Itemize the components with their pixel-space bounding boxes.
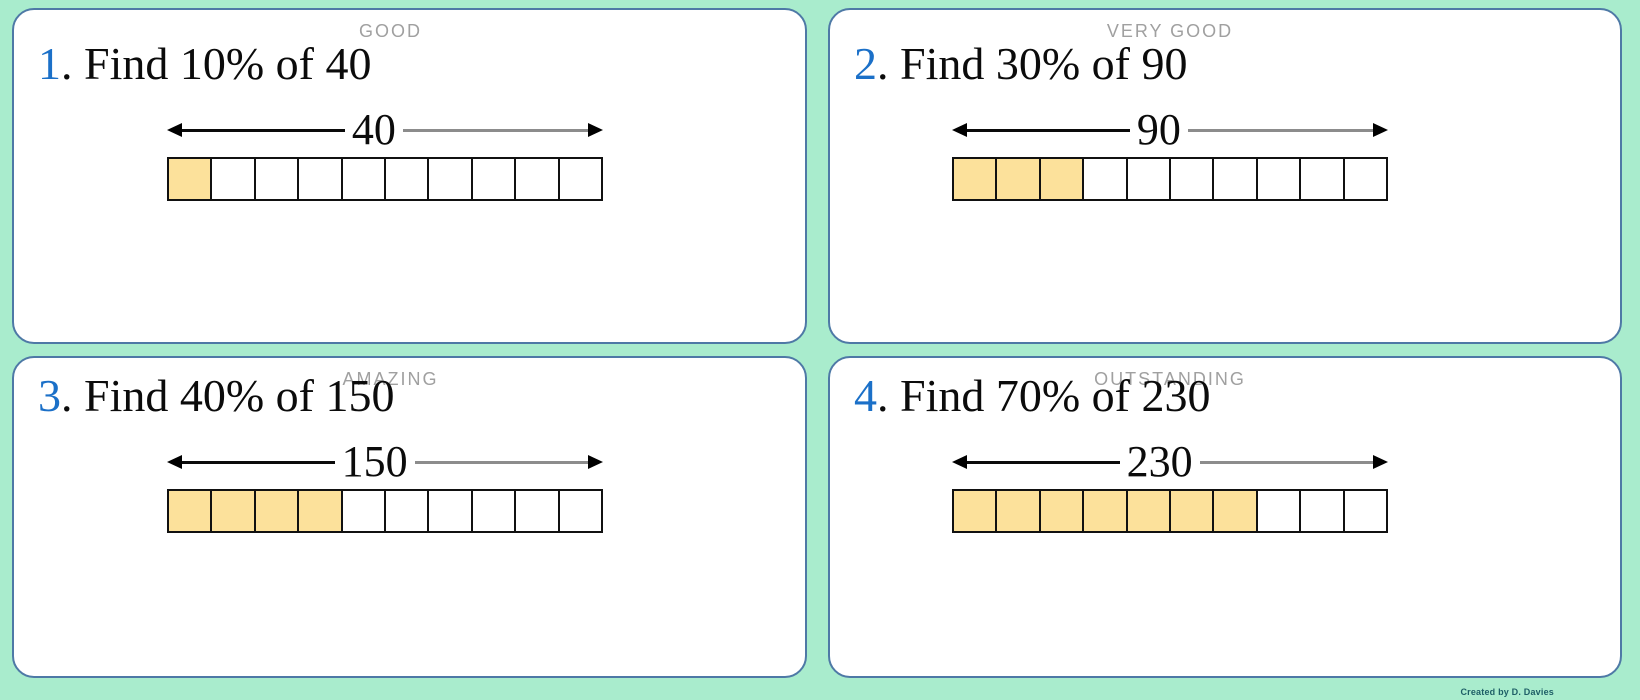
arrow-line-left xyxy=(967,128,1130,132)
question-card-3: AMAZING 3. Find 40% of 150 150 xyxy=(12,356,807,678)
total-arrow: 230 xyxy=(952,440,1388,484)
arrowhead-left-icon xyxy=(952,123,967,137)
bar-segment xyxy=(1257,157,1302,201)
bar-segment xyxy=(1257,489,1302,533)
award-label: VERY GOOD xyxy=(1106,21,1234,41)
bar-segment-shaded xyxy=(255,489,300,533)
bar-segment xyxy=(472,157,517,201)
arrowhead-right-icon xyxy=(588,123,603,137)
question-text: . Find 70% of 230 xyxy=(877,370,1211,421)
arrow-line-right xyxy=(1199,460,1373,464)
arrow-line-left xyxy=(967,460,1120,464)
bar-model-group: 40 xyxy=(167,108,604,201)
arrow-line-right xyxy=(1187,128,1373,132)
bar-segment-shaded xyxy=(167,157,213,201)
question-card-4: OUTSTANDING 4. Find 70% of 230 230 xyxy=(828,356,1622,678)
bar-segment-shaded xyxy=(952,489,998,533)
bar-segment-shaded xyxy=(1084,489,1128,533)
bar-segment-shaded xyxy=(997,489,1041,533)
bar-segment xyxy=(429,157,473,201)
bar-segment-shaded xyxy=(1040,489,1085,533)
arrowhead-right-icon xyxy=(1373,123,1388,137)
award-label: OUTSTANDING xyxy=(1094,369,1246,389)
bar-segment xyxy=(559,489,604,533)
question-number: 4 xyxy=(854,370,877,421)
arrowhead-left-icon xyxy=(167,123,182,137)
bar-model-group: 230 xyxy=(952,440,1389,533)
bar-segment-shaded xyxy=(997,157,1041,201)
bar-segment-shaded xyxy=(1171,489,1215,533)
total-label: 90 xyxy=(1136,105,1181,154)
question-text: . Find 30% of 90 xyxy=(877,38,1188,89)
bar-segment xyxy=(1301,489,1345,533)
bar-segment xyxy=(559,157,604,201)
total-arrow: 150 xyxy=(167,440,603,484)
total-label: 40 xyxy=(351,105,396,154)
bar-segment-shaded xyxy=(1127,489,1172,533)
question-number: 1 xyxy=(38,38,61,89)
bar-segment-shaded xyxy=(167,489,213,533)
bar-segment xyxy=(386,489,430,533)
bar-segment-shaded xyxy=(1040,157,1085,201)
bar-model xyxy=(952,157,1389,201)
bar-segment-shaded xyxy=(212,489,256,533)
bar-segment xyxy=(516,489,560,533)
question-text: . Find 10% of 40 xyxy=(61,38,372,89)
bar-segment xyxy=(255,157,300,201)
bar-segment xyxy=(1084,157,1128,201)
bar-segment xyxy=(516,157,560,201)
bar-segment-shaded xyxy=(1214,489,1258,533)
bar-segment xyxy=(1214,157,1258,201)
bar-model-group: 150 xyxy=(167,440,604,533)
arrowhead-left-icon xyxy=(167,455,182,469)
total-arrow: 90 xyxy=(952,108,1388,152)
arrowhead-right-icon xyxy=(588,455,603,469)
question-number: 3 xyxy=(38,370,61,421)
total-label: 150 xyxy=(341,437,408,486)
question-card-1: GOOD 1. Find 10% of 40 40 xyxy=(12,8,807,344)
bar-segment-shaded xyxy=(952,157,998,201)
bar-segment xyxy=(386,157,430,201)
arrow-line-right xyxy=(414,460,588,464)
total-arrow: 40 xyxy=(167,108,603,152)
award-label: GOOD xyxy=(358,21,422,41)
bar-segment xyxy=(472,489,517,533)
question: 3. Find 40% of 150 xyxy=(38,369,395,422)
arrow-line-left xyxy=(182,128,345,132)
credit-text: Created by D. Davies xyxy=(1460,687,1554,697)
bar-model-group: 90 xyxy=(952,108,1389,201)
bar-segment xyxy=(1171,157,1215,201)
bar-segment xyxy=(429,489,473,533)
arrowhead-left-icon xyxy=(952,455,967,469)
bar-model xyxy=(952,489,1389,533)
bar-segment xyxy=(1127,157,1172,201)
arrow-line-right xyxy=(402,128,588,132)
question-text: . Find 40% of 150 xyxy=(61,370,395,421)
arrow-line-left xyxy=(182,460,335,464)
question: 4. Find 70% of 230 xyxy=(854,369,1211,422)
bar-model xyxy=(167,157,604,201)
bar-segment xyxy=(342,489,387,533)
total-label: 230 xyxy=(1126,437,1193,486)
arrowhead-right-icon xyxy=(1373,455,1388,469)
award-label: AMAZING xyxy=(342,369,439,389)
question: 2. Find 30% of 90 xyxy=(854,37,1188,90)
bar-segment xyxy=(1344,489,1389,533)
bar-segment xyxy=(342,157,387,201)
question: 1. Find 10% of 40 xyxy=(38,37,372,90)
bar-segment xyxy=(299,157,343,201)
bar-segment-shaded xyxy=(299,489,343,533)
bar-model xyxy=(167,489,604,533)
bar-segment xyxy=(1344,157,1389,201)
bar-segment xyxy=(1301,157,1345,201)
question-card-2: VERY GOOD 2. Find 30% of 90 90 xyxy=(828,8,1622,344)
bar-segment xyxy=(212,157,256,201)
question-number: 2 xyxy=(854,38,877,89)
